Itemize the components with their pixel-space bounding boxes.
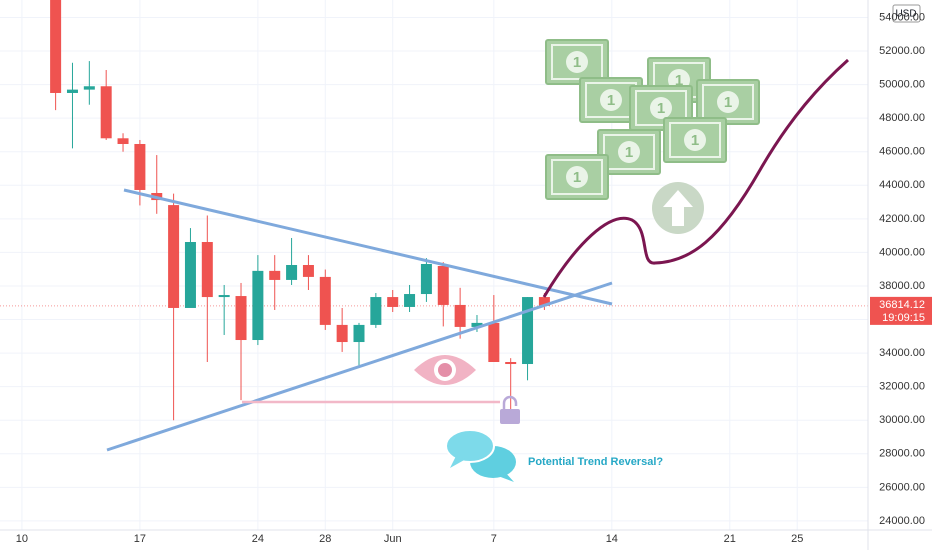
projection-curve — [542, 58, 849, 298]
drawings: Potential Trend Reversal? — [106, 39, 849, 482]
x-tick-label: 17 — [134, 533, 146, 545]
currency-box — [892, 4, 921, 23]
candle-body — [218, 295, 230, 298]
candle-body — [66, 89, 78, 93]
candle-body — [488, 322, 500, 363]
candle-body — [454, 304, 466, 327]
candle-body — [252, 270, 264, 341]
candle-body — [100, 86, 112, 139]
lock-icon — [500, 395, 520, 424]
candle-body — [235, 296, 247, 341]
y-tick-label: 46000.00 — [879, 146, 925, 158]
candle-body — [404, 294, 416, 307]
candle-body — [50, 0, 62, 93]
candles — [50, 0, 550, 421]
trend-line — [123, 188, 613, 306]
y-tick-label: 42000.00 — [879, 213, 925, 225]
y-tick-label: 26000.00 — [879, 481, 925, 493]
candle-body — [505, 362, 517, 365]
y-tick-label: 34000.00 — [879, 347, 925, 359]
candle-body — [471, 322, 483, 327]
trend-line — [106, 281, 613, 452]
y-tick-label: 44000.00 — [879, 179, 925, 191]
y-tick-label: 54000.00 — [879, 11, 925, 23]
candle-body — [302, 265, 314, 277]
candle-body — [387, 297, 399, 307]
candle-body — [286, 265, 298, 280]
last-price-box — [870, 296, 932, 325]
countdown-label: 19:09:15 — [882, 312, 925, 324]
candle-body — [420, 263, 432, 295]
x-tick-label: 28 — [319, 533, 331, 545]
last-price-label: 36814.12 — [879, 299, 925, 311]
candle-body — [370, 297, 382, 325]
candle-body — [134, 143, 146, 190]
y-tick-label: 48000.00 — [879, 112, 925, 124]
y-tick-label: 40000.00 — [879, 246, 925, 258]
candle-body — [437, 266, 449, 305]
x-tick-label: Jun — [384, 533, 402, 545]
y-tick-label: 30000.00 — [879, 414, 925, 426]
x-tick-label: 7 — [491, 533, 497, 545]
money-icons — [545, 39, 760, 200]
x-tick-label: 24 — [252, 533, 264, 545]
currency: USD — [895, 9, 916, 20]
candle-body — [83, 86, 95, 90]
candle-body — [117, 138, 129, 144]
candle-body — [538, 297, 550, 306]
eye-icon — [414, 355, 476, 385]
x-tick-label: 10 — [16, 533, 28, 545]
annotation: Potential Trend Reversal? — [528, 456, 663, 468]
y-tick-label: 50000.00 — [879, 78, 925, 90]
y-tick-label: 38000.00 — [879, 280, 925, 292]
candle-body — [184, 242, 196, 308]
candle-body — [336, 324, 348, 343]
y-tick-label: 52000.00 — [879, 45, 925, 57]
candle-body — [522, 297, 534, 365]
y-tick-label: 32000.00 — [879, 381, 925, 393]
candle-body — [269, 270, 281, 280]
x-tick-label: 14 — [606, 533, 618, 545]
candle-body — [353, 324, 365, 343]
y-tick-label: 28000.00 — [879, 448, 925, 460]
candle-body — [168, 205, 180, 308]
x-tick-label: 25 — [791, 533, 803, 545]
y-tick-label: 24000.00 — [879, 515, 925, 527]
candle-body — [319, 276, 331, 325]
arrow-up-icon — [652, 182, 704, 234]
x-tick-label: 21 — [724, 533, 736, 545]
candle-body — [201, 242, 213, 298]
chat-icon — [445, 429, 516, 482]
